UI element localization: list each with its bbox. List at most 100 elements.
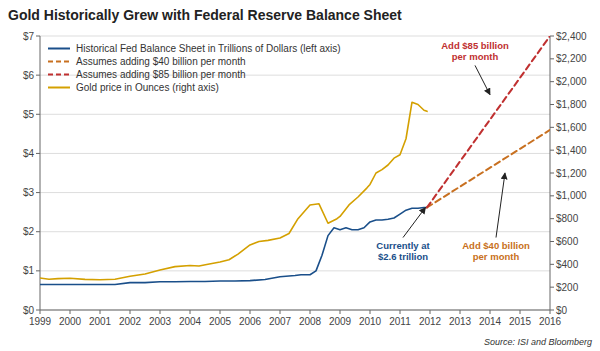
y2-tick-label: $1,800 [556, 99, 587, 110]
x-tick-label: 2011 [389, 316, 411, 327]
grid-line [40, 114, 550, 115]
y-tick [36, 153, 40, 154]
y-tick [36, 310, 40, 311]
x-tick-label: 2015 [509, 316, 532, 327]
y2-tick-label: $1,400 [556, 145, 587, 156]
x-tick [220, 310, 221, 314]
x-tick-label: 2001 [89, 316, 112, 327]
x-tick [520, 310, 521, 314]
y-tick-label: $2 [23, 226, 35, 237]
plot-area [40, 36, 550, 285]
y-tick [36, 270, 40, 271]
annotation: Add $85 billionper month [441, 40, 509, 62]
x-tick-label: 2002 [119, 316, 142, 327]
title: Gold Historically Grew with Federal Rese… [8, 7, 402, 23]
y2-tick [550, 287, 554, 288]
annotation-arrow [403, 207, 426, 237]
y2-tick [550, 127, 554, 128]
x-tick [100, 310, 101, 314]
legend-label: Assumes adding $40 billion per month [76, 56, 246, 67]
legend-swatch [48, 48, 70, 50]
annotation: Currently at$2.6 trillion [376, 240, 430, 262]
y-tick-label: $4 [23, 148, 35, 159]
x-tick-label: 2000 [59, 316, 82, 327]
y-tick-label: $3 [23, 187, 35, 198]
x-tick-label: 2014 [479, 316, 502, 327]
y2-tick-label: $200 [556, 282, 579, 293]
source-note: Source: ISI and Bloomberg [484, 337, 592, 347]
annotation-arrow [496, 173, 505, 238]
legend: Historical Fed Balance Sheet in Trillion… [48, 43, 341, 93]
x-tick [490, 310, 491, 314]
x-tick-label: 2003 [149, 316, 172, 327]
x-tick-label: 2006 [239, 316, 262, 327]
y2-tick [550, 310, 554, 311]
legend-label: Historical Fed Balance Sheet in Trillion… [76, 43, 341, 54]
x-tick [310, 310, 311, 314]
x-tick [370, 310, 371, 314]
y2-tick-label: $800 [556, 213, 579, 224]
x-axis-line [40, 310, 550, 311]
y2-tick [550, 195, 554, 196]
y-tick [36, 231, 40, 232]
y-tick [36, 36, 40, 37]
annotation-arrow [475, 65, 490, 94]
chart: Gold Historically Grew with Federal Rese… [0, 0, 600, 351]
grid-line [40, 153, 550, 154]
x-tick-label: 2008 [299, 316, 322, 327]
x-tick [190, 310, 191, 314]
y-tick [36, 192, 40, 193]
x-tick [250, 310, 251, 314]
x-tick [40, 310, 41, 314]
y2-tick-label: $1,200 [556, 168, 587, 179]
y2-tick [550, 104, 554, 105]
y2-tick [550, 264, 554, 265]
y-tick-label: $6 [23, 70, 35, 81]
y2-tick-label: $600 [556, 236, 579, 247]
x-tick-label: 2004 [179, 316, 202, 327]
series-line [40, 102, 427, 280]
y-tick-label: $7 [23, 31, 35, 42]
x-tick [70, 310, 71, 314]
x-tick-label: 2013 [449, 316, 472, 327]
x-tick [430, 310, 431, 314]
y2-tick [550, 150, 554, 151]
legend-swatch [48, 74, 70, 76]
annotation: Add $40 billionper month [462, 240, 530, 262]
y-tick-label: $0 [23, 305, 35, 316]
x-tick-label: 2016 [539, 316, 562, 327]
y2-axis-line [550, 36, 551, 310]
legend-label: Gold price in Ounces (right axis) [76, 82, 219, 93]
x-tick [340, 310, 341, 314]
y2-tick [550, 36, 554, 37]
y-tick [36, 75, 40, 76]
x-tick [130, 310, 131, 314]
y2-tick-label: $0 [556, 305, 568, 316]
grid-line [40, 310, 550, 311]
grid-line [40, 36, 550, 37]
y2-tick [550, 218, 554, 219]
x-tick-label: 2010 [359, 316, 382, 327]
x-tick-label: 2007 [269, 316, 292, 327]
y2-tick-label: $2,000 [556, 76, 587, 87]
legend-swatch [48, 61, 70, 63]
x-tick-label: 1999 [29, 316, 52, 327]
series-line [40, 207, 427, 284]
legend-swatch [48, 87, 70, 89]
series-line [427, 130, 550, 208]
x-tick-label: 2009 [329, 316, 352, 327]
x-tick-label: 2012 [419, 316, 442, 327]
y2-tick-label: $2,400 [556, 31, 587, 42]
x-tick [460, 310, 461, 314]
y2-tick [550, 241, 554, 242]
y-tick-label: $5 [23, 109, 35, 120]
x-tick [550, 310, 551, 314]
y-axis-line [40, 36, 41, 310]
legend-label: Assumes adding $85 billion per month [76, 69, 246, 80]
x-tick [400, 310, 401, 314]
y2-tick-label: $400 [556, 259, 579, 270]
series-line [427, 36, 550, 207]
grid-line [40, 270, 550, 271]
y2-tick-label: $2,200 [556, 53, 587, 64]
y-tick-label: $1 [23, 265, 35, 276]
